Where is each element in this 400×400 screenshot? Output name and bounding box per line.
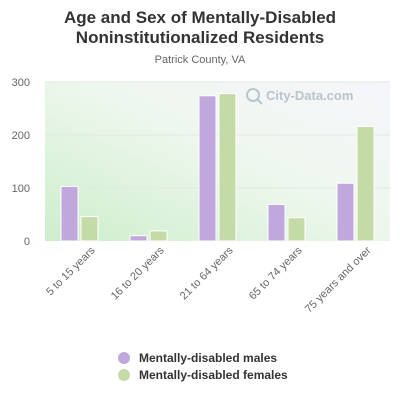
- chart-title-line-2: Noninstitutionalized Residents: [75, 28, 325, 47]
- x-tick-label: 65 to 74 years: [247, 244, 305, 302]
- bar-females[interactable]: [218, 93, 237, 242]
- bar-females[interactable]: [356, 126, 375, 242]
- legend-label-males: Mentally-disabled males: [139, 351, 278, 365]
- bar-females[interactable]: [287, 217, 306, 242]
- bar-males[interactable]: [267, 203, 286, 242]
- legend-swatch-females: [118, 369, 130, 381]
- chart-title: Age and Sex of Mentally-Disabled Noninst…: [0, 8, 400, 48]
- y-tick-label: 300: [12, 77, 30, 89]
- bar-males[interactable]: [336, 182, 355, 242]
- legend-item-males: Mentally-disabled males: [118, 350, 288, 366]
- bar-males[interactable]: [129, 235, 148, 242]
- legend-label-females: Mentally-disabled females: [139, 368, 288, 382]
- bar-females[interactable]: [149, 230, 168, 242]
- x-tick-label: 16 to 20 years: [109, 244, 167, 302]
- legend: Mentally-disabled males Mentally-disable…: [118, 350, 288, 384]
- chart-subtitle: Patrick County, VA: [154, 54, 246, 66]
- x-tick-label: 75 years and over: [303, 244, 374, 315]
- plot-area: [45, 82, 390, 241]
- bar-males[interactable]: [198, 95, 217, 242]
- watermark-text: City-Data.com: [266, 88, 353, 103]
- x-tick-label: 5 to 15 years: [44, 244, 98, 298]
- bar-males[interactable]: [60, 185, 79, 242]
- legend-swatch-males: [118, 352, 130, 364]
- chart-title-line-1: Age and Sex of Mentally-Disabled: [63, 8, 337, 27]
- bar-females[interactable]: [80, 216, 99, 242]
- x-tick-label: 21 to 64 years: [178, 244, 236, 302]
- y-tick-label: 0: [24, 236, 30, 248]
- y-tick-label: 100: [12, 183, 30, 195]
- legend-item-females: Mentally-disabled females: [118, 367, 288, 383]
- watermark: City-Data.com: [246, 88, 353, 105]
- y-tick-label: 200: [12, 130, 30, 142]
